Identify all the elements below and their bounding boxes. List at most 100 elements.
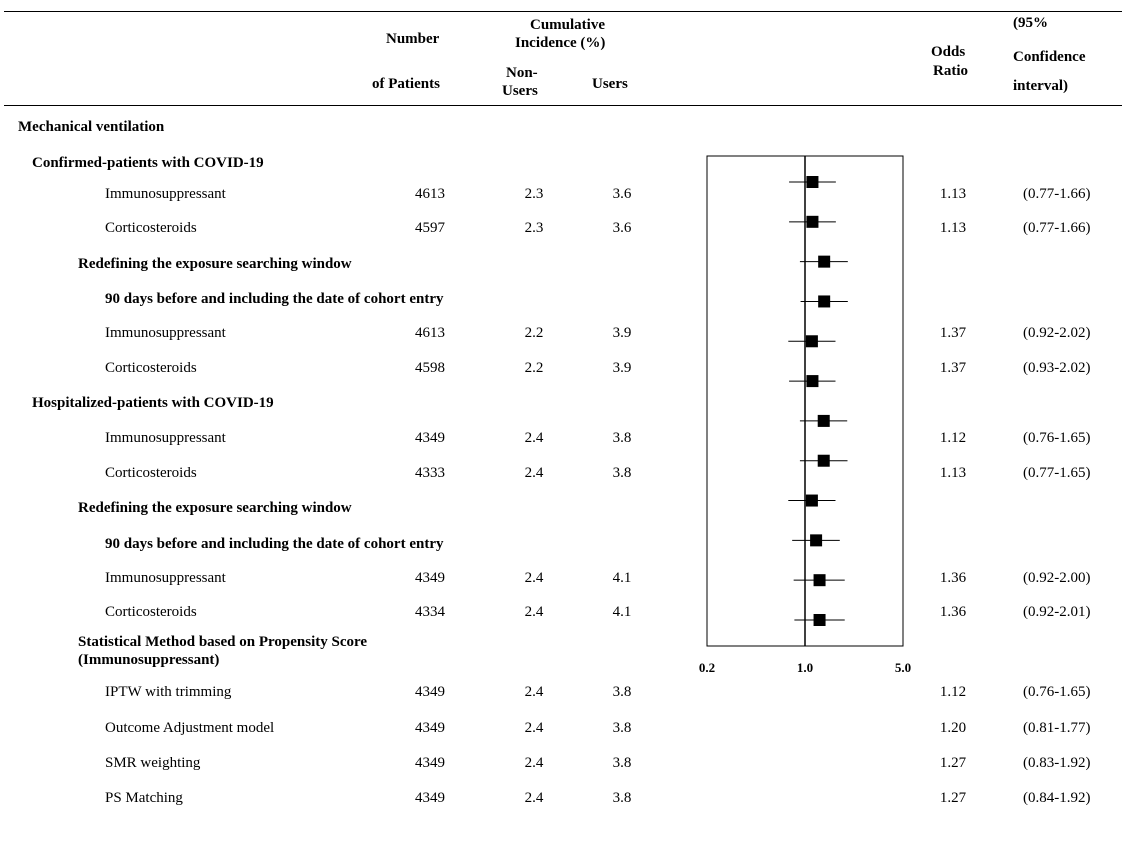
row-label: Immunosuppressant (105, 570, 226, 586)
header-ratio: Ratio (933, 63, 968, 79)
odds-ratio-marker (817, 414, 830, 427)
row-ci: (0.84-1.92) (1023, 790, 1091, 806)
row-n: 4349 (415, 755, 445, 771)
row-nonusers: 2.4 (524, 684, 544, 700)
header-ci-2: Confidence (1013, 49, 1086, 65)
top-rule (4, 11, 1122, 12)
header-nonusers-2: Users (502, 83, 538, 99)
row-or: 1.13 (939, 465, 967, 481)
row-n: 4333 (415, 465, 445, 481)
row-users: 3.9 (612, 325, 632, 341)
row-users: 3.8 (612, 790, 632, 806)
row-label: Redefining the exposure searching window (78, 500, 352, 516)
row-ci: (0.77-1.66) (1023, 186, 1091, 202)
header-users: Users (592, 76, 628, 92)
row-or: 1.36 (939, 604, 967, 620)
row-n: 4334 (415, 604, 445, 620)
row-label: Corticosteroids (105, 360, 197, 376)
row-label: PS Matching (105, 790, 183, 806)
row-ci: (0.76-1.65) (1023, 684, 1091, 700)
row-label: SMR weighting (105, 755, 201, 771)
row-nonusers: 2.4 (524, 755, 544, 771)
row-n: 4597 (415, 220, 445, 236)
row-label: Immunosuppressant (105, 325, 226, 341)
row-n: 4598 (415, 360, 445, 376)
row-users: 3.8 (612, 430, 632, 446)
row-nonusers: 2.4 (524, 790, 544, 806)
row-or: 1.12 (939, 684, 967, 700)
row-users: 3.8 (612, 720, 632, 736)
odds-ratio-marker (805, 494, 818, 507)
row-users: 4.1 (612, 604, 632, 620)
row-label: Immunosuppressant (105, 186, 226, 202)
row-ci: (0.92-2.01) (1023, 604, 1091, 620)
row-n: 4349 (415, 790, 445, 806)
row-or: 1.36 (939, 570, 967, 586)
x-tick-label: 5.0 (895, 660, 911, 675)
x-tick-label: 1.0 (797, 660, 813, 675)
row-label: 90 days before and including the date of… (105, 536, 444, 552)
odds-ratio-marker (818, 295, 831, 308)
row-nonusers: 2.4 (524, 570, 544, 586)
header-ci-3: interval) (1013, 78, 1068, 94)
row-ci: (0.81-1.77) (1023, 720, 1091, 736)
row-users: 3.6 (612, 186, 632, 202)
odds-ratio-marker (813, 574, 826, 587)
row-label: Statistical Method based on Propensity S… (78, 634, 368, 650)
row-n: 4349 (415, 430, 445, 446)
row-nonusers: 2.3 (524, 220, 544, 236)
row-label: Hospitalized-patients with COVID-19 (32, 395, 274, 411)
odds-ratio-marker (805, 335, 818, 348)
row-ci: (0.77-1.65) (1023, 465, 1091, 481)
row-n: 4349 (415, 720, 445, 736)
row-n: 4613 (415, 325, 445, 341)
row-users: 3.8 (612, 755, 632, 771)
header-nonusers-1: Non- (506, 65, 538, 81)
row-label: Corticosteroids (105, 465, 197, 481)
odds-ratio-marker (810, 534, 823, 547)
row-label: Outcome Adjustment model (105, 720, 275, 736)
odds-ratio-marker (818, 255, 831, 268)
row-or: 1.37 (939, 360, 967, 376)
header-odds: Odds (931, 44, 966, 60)
row-ci: (0.83-1.92) (1023, 755, 1091, 771)
row-or: 1.27 (939, 790, 967, 806)
header-ci-1: (95% (1013, 15, 1048, 31)
row-n: 4613 (415, 186, 445, 202)
odds-ratio-marker (806, 215, 819, 228)
odds-ratio-marker (806, 176, 819, 188)
row-n: 4349 (415, 570, 445, 586)
row-n: 4349 (415, 684, 445, 700)
row-label: Redefining the exposure searching window (78, 256, 352, 272)
header-rule (4, 105, 1122, 106)
row-ci: (0.77-1.66) (1023, 220, 1091, 236)
row-users: 3.8 (612, 465, 632, 481)
row-label: IPTW with trimming (105, 684, 232, 700)
row-or: 1.20 (939, 720, 967, 736)
row-or: 1.13 (939, 220, 967, 236)
row-or: 1.27 (939, 755, 967, 771)
row-label: 90 days before and including the date of… (105, 291, 444, 307)
row-or: 1.12 (939, 430, 967, 446)
row-ci: (0.92-2.02) (1023, 325, 1091, 341)
odds-ratio-marker (806, 375, 819, 388)
row-nonusers: 2.4 (524, 604, 544, 620)
header-patients: of Patients (372, 76, 440, 92)
row-nonusers: 2.3 (524, 186, 544, 202)
header-incidence: Incidence (%) (515, 35, 606, 51)
row-ci: (0.92-2.00) (1023, 570, 1091, 586)
row-users: 3.8 (612, 684, 632, 700)
row-nonusers: 2.4 (524, 720, 544, 736)
odds-ratio-marker (817, 454, 830, 467)
row-label: Mechanical ventilation (18, 119, 165, 135)
row-nonusers: 2.2 (524, 325, 544, 341)
row-label: Corticosteroids (105, 604, 197, 620)
x-tick-label: 0.2 (699, 660, 715, 675)
row-ci: (0.93-2.02) (1023, 360, 1091, 376)
row-label: Confirmed-patients with COVID-19 (32, 155, 264, 171)
row-users: 3.6 (612, 220, 632, 236)
header-cumulative: Cumulative (530, 17, 605, 33)
header-number: Number (386, 31, 440, 47)
row-ci: (0.76-1.65) (1023, 430, 1091, 446)
